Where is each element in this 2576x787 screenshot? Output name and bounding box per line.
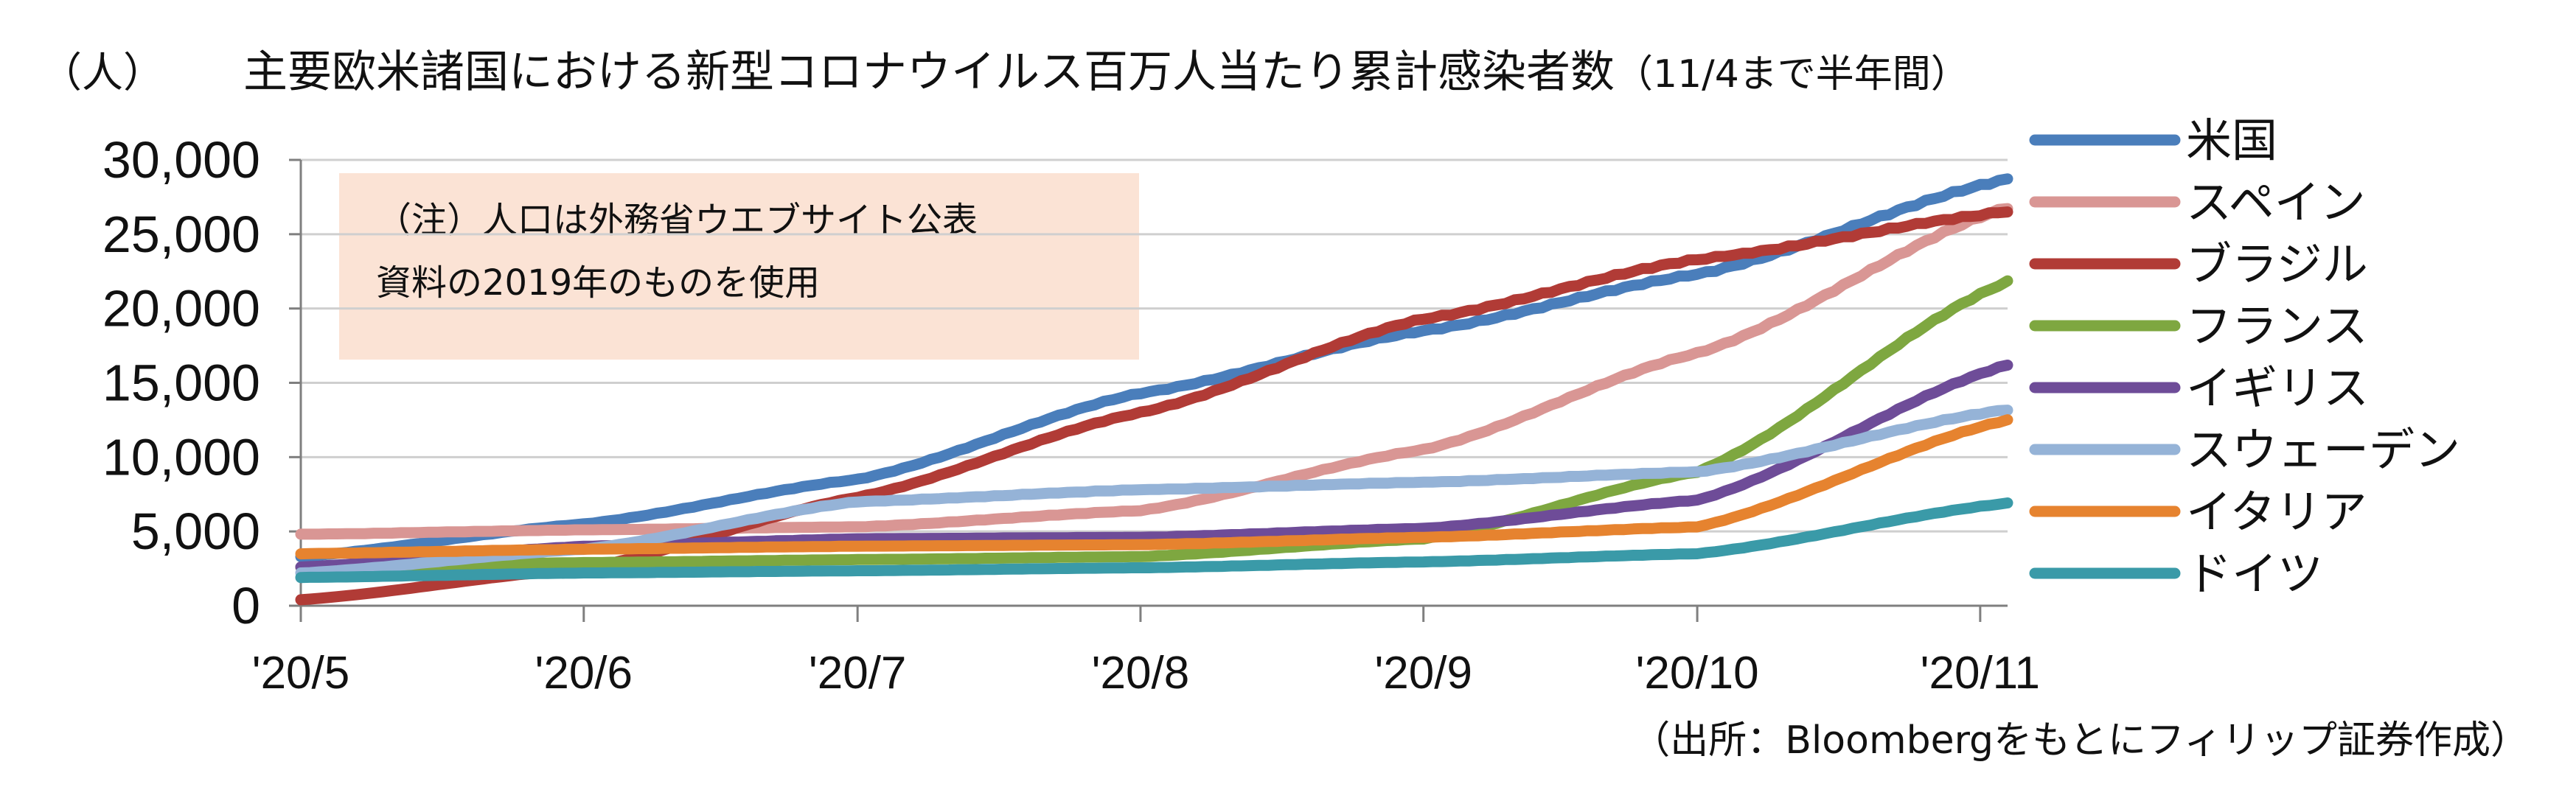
source-note: （出所：Bloombergをもとにフィリップ証券作成） [1632,718,2529,763]
legend-label: イタリア [2186,485,2367,539]
legend-label: イギリス [2186,361,2369,415]
y-tick-label: 15,000 [102,354,260,412]
chart-title: 主要欧米諸国における新型コロナウイルス百万人当たり累計感染者数（11/4まで半年… [243,46,1969,98]
chart-title-main: 主要欧米諸国における新型コロナウイルス百万人当たり累計感染者数 [243,46,1615,98]
legend-label: ブラジル [2186,237,2368,291]
x-tick-label: '20/5 [252,648,350,699]
y-unit-label: （人） [41,49,164,97]
x-tick-label: '20/11 [1921,648,2040,699]
y-tick-label: 30,000 [102,131,260,189]
chart-title-period: （11/4まで半年間） [1615,52,1969,97]
y-tick-label: 25,000 [102,206,260,263]
series-line-4 [295,275,2013,573]
legend-label: ドイツ [2186,547,2323,601]
series-layer [295,173,2013,606]
legend-label: 米国 [2186,113,2277,167]
series-line-8 [295,497,2013,584]
series-line-2 [295,203,2013,540]
series-line-1 [295,173,2013,562]
y-tick-label: 10,000 [102,428,260,486]
x-tick-label: '20/6 [535,648,633,699]
note-line-2: 資料の2019年のものを使用 [376,262,820,304]
x-tick-label: '20/10 [1636,648,1759,699]
x-tick-label: '20/9 [1374,648,1472,699]
legend-label: スペイン [2186,175,2366,229]
y-tick-label: 0 [232,577,260,634]
x-tick-label: '20/7 [809,648,907,699]
axes-layer: 0 5,000 10,000 15,000 20,000 25,000 30,000 '20/… [102,131,2040,699]
legend-label: スウェーデン [2186,423,2460,477]
y-tick-label: 20,000 [102,280,260,337]
x-tick-label: '20/8 [1092,648,1190,699]
note-box [339,173,1139,360]
grid-layer [301,158,2008,533]
y-tick-label: 5,000 [131,503,260,560]
legend-label: フランス [2186,299,2368,353]
series-line-7 [295,414,2013,560]
